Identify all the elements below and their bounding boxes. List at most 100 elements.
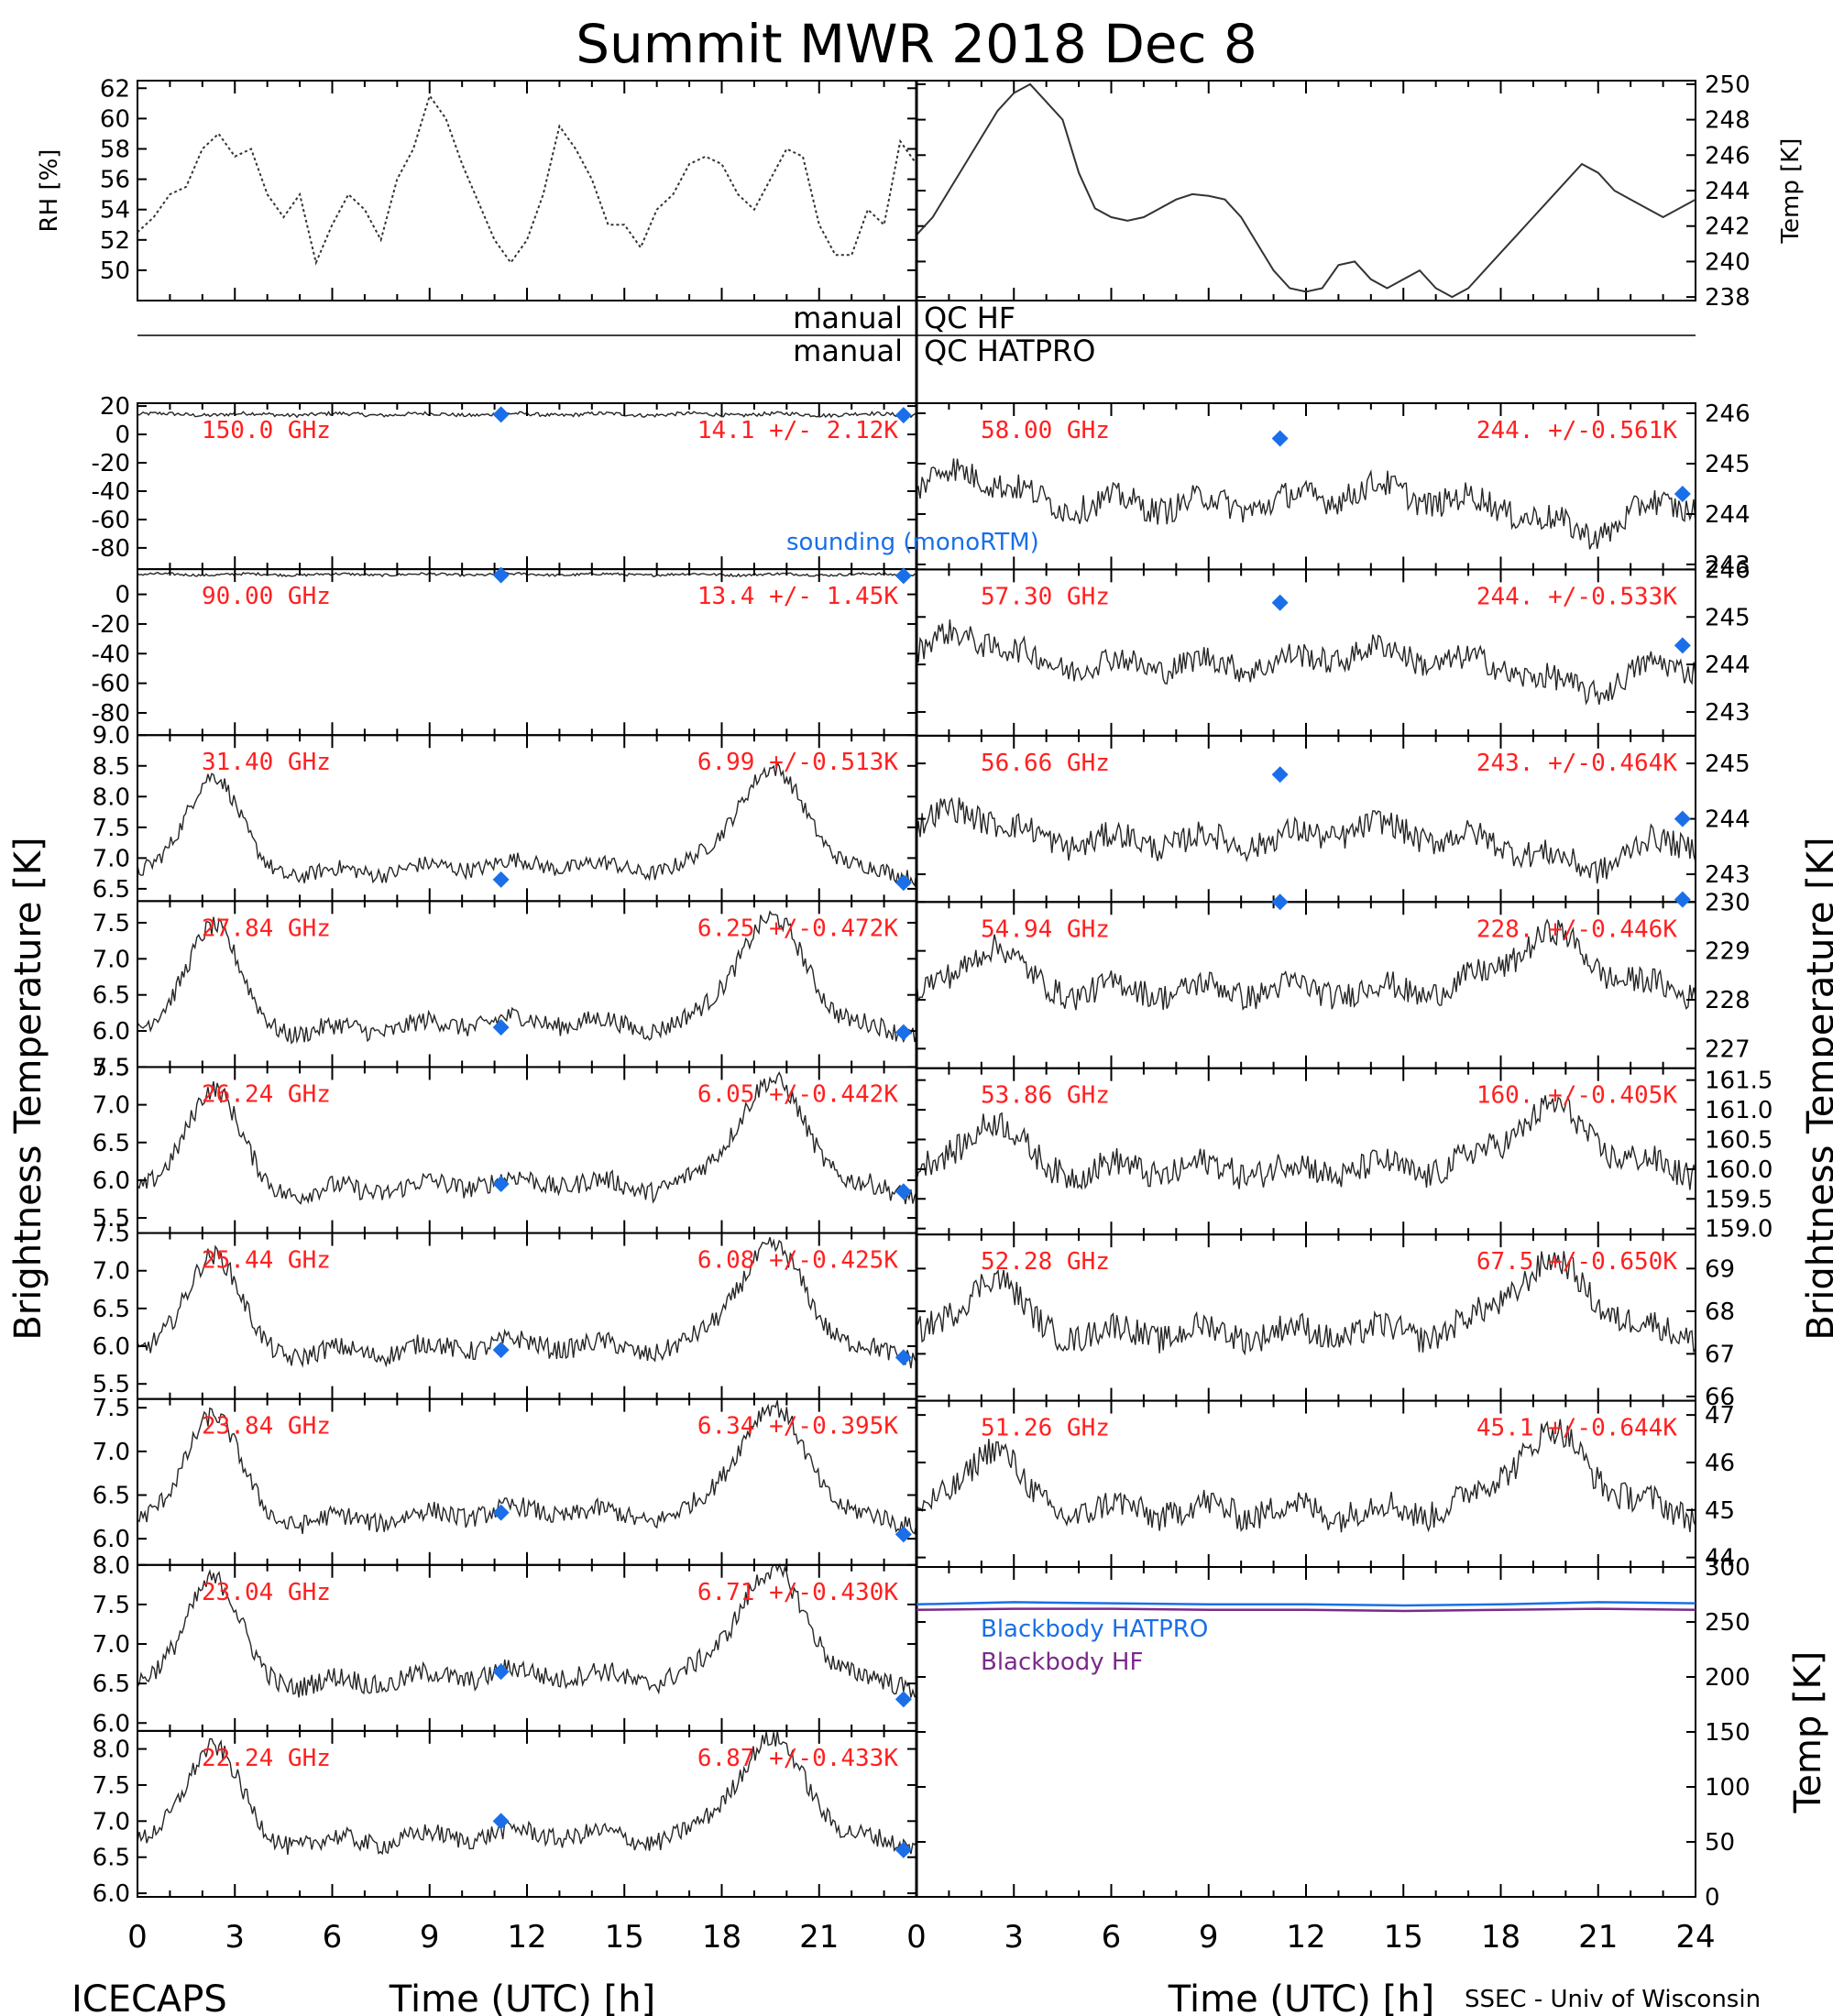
sounding-marker bbox=[1271, 766, 1289, 783]
y-tick-label: 7.5 bbox=[93, 1592, 130, 1619]
channel-frequency-label: 25.44 GHz bbox=[202, 1247, 331, 1275]
channel-stat-label: 6.99 +/-0.513K bbox=[697, 749, 898, 776]
channel-stat-label: 244. +/-0.561K bbox=[1476, 417, 1677, 444]
y-tick-label: 7.0 bbox=[93, 1092, 130, 1120]
channel-stat-label: 6.05 +/-0.442K bbox=[697, 1080, 898, 1108]
y-tick-label: 6.0 bbox=[93, 1333, 130, 1361]
x-tick-label-right: 12 bbox=[1286, 1919, 1325, 1956]
y-tick-label: 54 bbox=[100, 197, 130, 225]
sounding-marker bbox=[895, 874, 912, 892]
y-tick-label: 6.0 bbox=[93, 1526, 130, 1553]
y-tick-label: 159.0 bbox=[1705, 1216, 1773, 1244]
left-channel-panel: 6.5 7.0 7.5 8.08.5 9.0 31.40 GHz 6.99 +/-0.513… bbox=[93, 722, 917, 904]
brightness-temperature-trace bbox=[916, 918, 1696, 1011]
y-tick-label: 46 bbox=[1705, 1450, 1735, 1477]
sounding-marker bbox=[492, 1019, 510, 1036]
sounding-marker bbox=[492, 1663, 510, 1681]
sounding-legend-label: sounding (monoRTM) bbox=[786, 529, 1039, 556]
y-tick-label: 246 bbox=[1705, 142, 1751, 170]
channel-frequency-label: 23.04 GHz bbox=[202, 1579, 331, 1606]
y-tick-label: 66 bbox=[1705, 1384, 1735, 1411]
y-tick-label: 7.5 bbox=[93, 1221, 130, 1248]
sounding-marker bbox=[895, 1349, 912, 1366]
y-tick-label: 6.5 bbox=[93, 982, 130, 1010]
y-tick-label: -40 bbox=[92, 641, 130, 668]
x-tick-label-left: 6 bbox=[323, 1919, 343, 1956]
y-tick-label: 245 bbox=[1705, 604, 1751, 631]
sounding-marker bbox=[895, 567, 912, 585]
rh-line bbox=[137, 93, 917, 266]
y-tick-label: 5.5 bbox=[93, 1054, 130, 1081]
blackbody-axis-label: Temp [K] bbox=[1787, 1651, 1829, 1814]
y-tick-label: 300 bbox=[1705, 1554, 1751, 1582]
y-tick-label: 6.0 bbox=[93, 1880, 130, 1908]
qc-hatpro-left: manual bbox=[793, 334, 903, 368]
y-tick-label: 44 bbox=[1705, 1545, 1735, 1572]
y-tick-label: 160.5 bbox=[1705, 1126, 1773, 1154]
y-tick-label: 240 bbox=[1705, 248, 1751, 276]
channel-frequency-label: 22.24 GHz bbox=[202, 1745, 331, 1772]
temp-line bbox=[916, 82, 1696, 299]
y-tick-label: 5.5 bbox=[93, 1205, 130, 1233]
y-tick-label: 62 bbox=[100, 75, 130, 103]
y-tick-label: 58 bbox=[100, 136, 130, 163]
footer-ssec: SSEC - Univ of Wisconsin bbox=[1465, 1986, 1761, 2013]
y-tick-label: 6.0 bbox=[93, 1710, 130, 1737]
qc-hf-right: QC HF bbox=[924, 301, 1015, 335]
y-tick-label: 50 bbox=[1705, 1829, 1735, 1857]
y-tick-label: 56 bbox=[100, 167, 130, 194]
y-tick-label: 200 bbox=[1705, 1664, 1751, 1692]
brightness-temperature-trace bbox=[137, 571, 917, 578]
y-tick-label: 245 bbox=[1705, 451, 1751, 478]
right-channel-panel: 227 228 229 230 54.94 GHz 228. +/-0.446K bbox=[916, 889, 1751, 1069]
left-channel-panel: 5.5 6.0 6.5 7.0 7.5 27.84 GHz 6.25 +/-0.472K bbox=[93, 900, 917, 1081]
y-tick-label: 244 bbox=[1705, 652, 1751, 679]
channel-frequency-label: 51.26 GHz bbox=[981, 1415, 1110, 1442]
channel-stat-label: 67.5 +/-0.650K bbox=[1476, 1248, 1677, 1276]
y-tick-label: 50 bbox=[100, 257, 130, 285]
left-channel-panel: 5.5 6.0 6.5 7.0 7.5 26.24 GHz 6.05 +/-0.442K bbox=[93, 1054, 917, 1234]
qc-hf-left: manual bbox=[793, 301, 903, 335]
right-channel-panel: 66 67 68 69 52.28 GHz 67.5 +/-0.650K bbox=[916, 1233, 1735, 1411]
y-tick-label: 0 bbox=[115, 422, 130, 449]
y-tick-label: 6.0 bbox=[93, 1018, 130, 1046]
y-tick-label: 243 bbox=[1705, 699, 1751, 727]
y-tick-label: 244 bbox=[1705, 178, 1751, 205]
y-tick-label: 5.5 bbox=[93, 1371, 130, 1398]
y-tick-label: 243 bbox=[1705, 861, 1751, 889]
brightness-temperature-trace bbox=[916, 1419, 1696, 1533]
sounding-marker bbox=[1674, 810, 1691, 827]
x-tick-label-left: 21 bbox=[799, 1919, 839, 1956]
y-tick-label: 6.5 bbox=[93, 1296, 130, 1323]
y-tick-label: -20 bbox=[92, 611, 130, 639]
channel-frequency-label: 90.00 GHz bbox=[202, 583, 331, 610]
temp-panel-frame bbox=[916, 80, 1696, 301]
y-tick-label: 6.5 bbox=[93, 1483, 130, 1510]
y-tick-label: 0 bbox=[1705, 1884, 1720, 1912]
y-tick-label: 7.0 bbox=[93, 946, 130, 973]
y-tick-label: -40 bbox=[92, 478, 130, 506]
y-tick-label: 8.0 bbox=[93, 1737, 130, 1764]
y-tick-label: 160.0 bbox=[1705, 1156, 1773, 1184]
right-x-axis-label: Time (UTC) [h] bbox=[1168, 1978, 1434, 2016]
rh-axis-label: RH [%] bbox=[36, 149, 63, 233]
y-tick-label: 45 bbox=[1705, 1497, 1735, 1525]
x-tick-label-left: 18 bbox=[702, 1919, 741, 1956]
x-tick-label-right: 15 bbox=[1384, 1919, 1423, 1956]
brightness-temperature-trace bbox=[137, 1070, 917, 1205]
sounding-marker bbox=[1271, 594, 1289, 611]
brightness-temperature-trace bbox=[137, 910, 917, 1045]
brightness-temperature-trace bbox=[916, 619, 1696, 706]
x-tick-label-right: 0 bbox=[906, 1919, 927, 1956]
brightness-temperature-trace bbox=[916, 796, 1696, 884]
left-channel-panel: 0-20-40 -60-80 90.00 GHz 13.4 +/- 1.45K bbox=[92, 566, 917, 737]
y-tick-label: 245 bbox=[1705, 751, 1751, 778]
left-channel-panel: 5.5 6.0 6.5 7.0 7.5 25.44 GHz 6.08 +/-0.425K bbox=[93, 1221, 917, 1400]
brightness-temperature-trace bbox=[916, 1095, 1696, 1190]
left-channel-panel: 6.0 6.5 7.0 7.5 8.0 23.04 GHz 6.71 +/-0.430K bbox=[93, 1552, 917, 1737]
channel-frequency-label: 23.84 GHz bbox=[202, 1413, 331, 1441]
y-tick-label: 250 bbox=[1705, 71, 1751, 99]
x-tick-label-right: 21 bbox=[1578, 1919, 1618, 1956]
